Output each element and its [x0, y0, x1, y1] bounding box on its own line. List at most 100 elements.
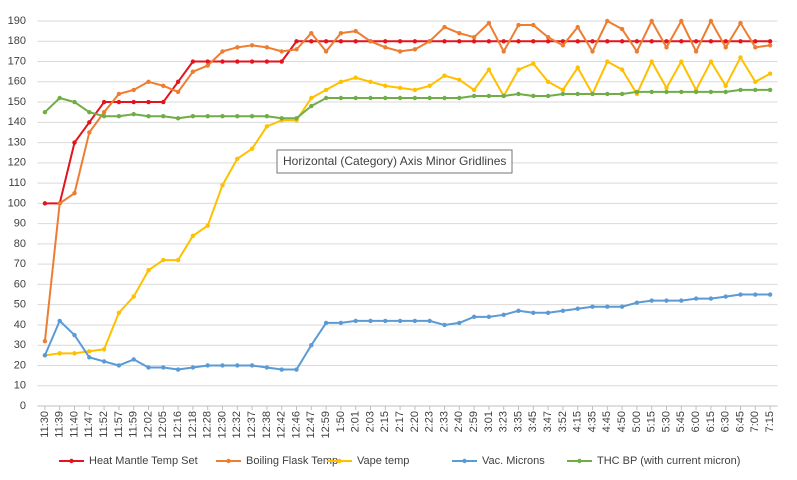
data-point — [664, 298, 669, 303]
data-point — [767, 39, 773, 44]
data-point — [605, 59, 610, 64]
data-point — [560, 87, 566, 93]
y-tick-label: 120 — [8, 157, 26, 169]
x-tick-label: 11:52 — [98, 411, 110, 438]
data-point — [309, 39, 314, 44]
data-point — [486, 39, 492, 44]
data-point — [471, 314, 477, 320]
data-point — [486, 314, 492, 320]
data-point — [309, 343, 314, 348]
data-point — [531, 39, 536, 44]
data-point — [131, 294, 136, 299]
data-point — [708, 18, 714, 24]
series-line — [43, 20, 771, 342]
data-point — [397, 95, 403, 101]
data-point — [708, 89, 714, 95]
x-tick-label: 5:45 — [675, 411, 687, 432]
data-point — [220, 59, 225, 64]
data-point — [235, 156, 240, 161]
data-point — [72, 332, 77, 338]
legend-label: Vac. Microns — [482, 455, 545, 467]
data-point — [249, 114, 255, 119]
tooltip-text: Horizontal (Category) Axis Minor Gridlin… — [283, 154, 506, 168]
data-point — [249, 363, 255, 368]
x-tick-label: 7:00 — [749, 411, 761, 432]
data-point — [412, 318, 418, 324]
x-tick-label: 7:15 — [764, 411, 776, 432]
data-point — [590, 304, 595, 309]
data-point — [664, 89, 669, 95]
legend-label: Boiling Flask Temp — [246, 455, 338, 467]
series-line — [44, 56, 771, 357]
x-tick-label: 12:16 — [172, 411, 184, 439]
x-tick-label: 11:40 — [68, 411, 80, 438]
data-point — [368, 79, 373, 84]
data-point — [767, 292, 773, 297]
data-point — [116, 363, 122, 368]
x-tick-label: 3:01 — [483, 411, 495, 432]
data-point — [116, 91, 122, 97]
data-point — [205, 59, 210, 64]
data-point — [383, 95, 388, 101]
legend-marker — [69, 458, 74, 464]
data-point — [560, 91, 566, 97]
data-point — [190, 233, 196, 238]
data-point — [309, 95, 314, 101]
data-point — [175, 79, 181, 84]
data-point — [457, 95, 462, 101]
data-point — [442, 24, 447, 30]
data-point — [664, 85, 669, 91]
x-tick-label: 12:05 — [157, 411, 169, 439]
x-tick-label: 11:59 — [128, 411, 140, 438]
data-point — [42, 109, 48, 115]
x-tick-label: 12:47 — [305, 411, 317, 439]
x-tick-label: 12:37 — [246, 411, 258, 439]
data-point — [679, 89, 684, 95]
data-point — [679, 298, 684, 303]
data-point — [249, 146, 255, 151]
data-point — [264, 365, 270, 370]
data-point — [619, 39, 625, 44]
x-tick-label: 12:28 — [202, 411, 214, 439]
data-point — [738, 292, 743, 297]
x-tick-label: 11:30 — [39, 411, 51, 438]
data-point — [338, 39, 344, 44]
data-point — [235, 114, 240, 119]
data-point — [634, 39, 640, 44]
data-point — [368, 39, 373, 44]
data-point — [146, 99, 151, 105]
data-point — [205, 223, 210, 228]
data-point — [457, 30, 462, 36]
y-tick-label: 150 — [8, 96, 26, 108]
data-point — [693, 39, 699, 44]
x-tick-label: 1:50 — [335, 411, 347, 432]
data-point — [190, 365, 196, 370]
x-tick-label: 4:15 — [572, 411, 584, 432]
data-point — [753, 79, 758, 84]
data-point — [146, 79, 151, 84]
data-point — [767, 71, 773, 76]
x-tick-label: 12:38 — [261, 411, 273, 439]
data-point — [753, 292, 758, 297]
data-point — [294, 116, 299, 121]
x-tick-label: 4:45 — [601, 411, 613, 432]
data-point — [338, 79, 344, 84]
data-point — [101, 99, 107, 105]
y-tick-label: 180 — [8, 35, 26, 47]
data-point — [323, 49, 329, 54]
data-point — [634, 300, 640, 305]
data-point — [590, 39, 595, 44]
data-point — [738, 20, 743, 26]
data-point — [116, 310, 122, 315]
data-point — [693, 89, 699, 95]
legend-label: THC BP (with current micron) — [597, 455, 740, 467]
data-point — [738, 39, 743, 44]
x-tick-label: 3:47 — [542, 411, 554, 432]
x-tick-label: 2:17 — [394, 411, 406, 432]
data-point — [708, 296, 714, 301]
data-point — [516, 67, 521, 72]
y-tick-label: 0 — [20, 400, 26, 412]
data-point — [368, 95, 373, 101]
data-point — [427, 39, 432, 44]
